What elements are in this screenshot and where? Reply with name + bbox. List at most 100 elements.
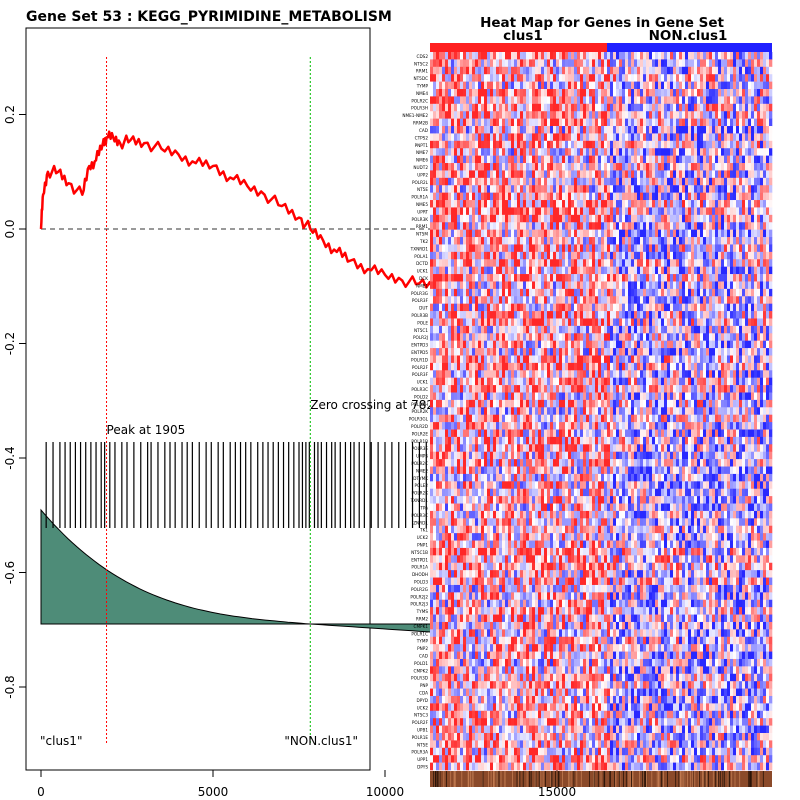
heatmap-cell [541,140,545,149]
heatmap-cell [673,155,677,164]
heatmap-cell [541,244,545,253]
heatmap-cell [619,340,623,349]
heatmap-cell [706,133,710,142]
heatmap-cell [505,74,509,82]
heatmap-cell [658,192,662,201]
heatmap-cell [688,266,692,275]
heatmap-cell [613,111,617,119]
heatmap-cell [433,148,437,156]
heatmap-cell [529,214,533,223]
heatmap-cell [730,59,734,68]
heatmap-cell [745,288,749,297]
heatmap-cell [565,281,569,290]
heatmap-cell [742,333,746,341]
heatmap-cell [478,103,482,112]
heatmap-cell [637,89,641,97]
heatmap-cell [541,266,545,275]
heatmap-cell [631,348,635,356]
heatmap-cell [565,170,569,179]
heatmap-cell [718,177,722,186]
heatmap-cell [715,303,719,312]
heatmap-cell [442,259,446,267]
heatmap-cell [763,66,767,75]
heatmap-cell [502,148,506,156]
heatmap-cell [547,288,551,297]
heatmap-cell [727,222,731,230]
heatmap-cell [502,222,506,230]
heatmap-cell [469,74,473,82]
heatmap-cell [505,118,509,127]
heatmap-cell [592,251,596,260]
heatmap-cell [595,362,599,371]
heatmap-cell [640,177,644,186]
heatmap-cell [631,111,635,119]
heatmap-cell [613,274,617,282]
heatmap-cell [544,325,548,334]
heatmap-cell [484,222,488,230]
heatmap-cell [634,325,638,334]
heatmap-cell [580,229,584,238]
heatmap-cell [448,348,452,356]
heatmap-cell [736,170,740,179]
heatmap-cell [544,126,548,134]
heatmap-cell [499,66,503,75]
heatmap-cell [613,148,617,156]
heatmap-cell [763,140,767,149]
heatmap-cell [457,52,461,60]
heatmap-cell [526,140,530,149]
heatmap-cell [493,259,497,267]
heatmap-cell [685,244,689,253]
heatmap-cell [604,229,608,238]
heatmap-cell [532,348,536,356]
heatmap-cell [583,362,587,371]
heatmap-cell [733,340,737,349]
heatmap-cell [658,318,662,327]
group-bar-non-clus1 [607,43,772,52]
heatmap-cell [517,340,521,349]
heatmap-cell [433,185,437,193]
heatmap-cell [601,103,605,112]
heatmap-cell [763,288,767,297]
heatmap-cell [571,340,575,349]
heatmap-cell [622,192,626,201]
heatmap-cell [583,170,587,179]
heatmap-cell [622,355,626,364]
heatmap-cell [730,170,734,179]
heatmap-cell [670,118,674,127]
heatmap-cell [748,126,752,134]
heatmap-cell [769,348,773,356]
heatmap-cell [706,222,710,230]
heatmap-cell [559,200,563,208]
heatmap-cell [619,214,623,223]
heatmap-cell [589,222,593,230]
heatmap-cell [583,66,587,75]
heatmap-cell [595,303,599,312]
heatmap-cell [433,237,437,245]
heatmap-cell [673,340,677,349]
heatmap-cell [481,340,485,349]
heatmap-cell [520,111,524,119]
heatmap-cell [499,311,503,319]
heatmap-cell [718,133,722,142]
heatmap-cell [586,266,590,275]
heatmap-cell [442,66,446,75]
heatmap-cell [580,59,584,68]
heatmap-cell [520,148,524,156]
heatmap-cell [430,126,434,134]
heatmap-cell [601,362,605,371]
heatmap-cell [517,200,521,208]
heatmap-cell [520,222,524,230]
heatmap-cell [634,177,638,186]
heatmap-cell [622,340,626,349]
heatmap-cell [745,274,749,282]
heatmap-cell [472,237,476,245]
heatmap-cell [748,325,752,334]
heatmap-cell [577,340,581,349]
heatmap-cell [547,333,551,341]
heatmap-cell [517,222,521,230]
heatmap-cell [466,74,470,82]
heatmap-cell [634,52,638,60]
heatmap-cell [460,89,464,97]
heatmap-cell [508,362,512,371]
heatmap-cell [757,111,761,119]
